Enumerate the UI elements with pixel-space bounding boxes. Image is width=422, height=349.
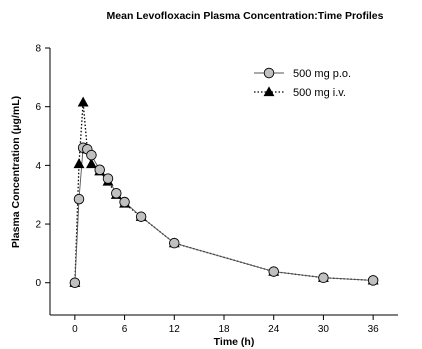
data-point-po <box>86 149 97 161</box>
x-tick-label: 12 <box>169 324 181 335</box>
legend-label: 500 mg p.o. <box>293 68 351 80</box>
y-axis-label: Plasma Concentration (μg/mL) <box>10 96 22 248</box>
data-point-po <box>94 164 105 176</box>
legend-label: 500 mg i.v. <box>293 87 346 99</box>
data-point-po <box>367 275 379 286</box>
data-point-iv <box>85 158 97 169</box>
x-tick-label: 30 <box>318 324 330 335</box>
y-tick-label: 6 <box>35 102 41 113</box>
data-point-po <box>268 266 279 277</box>
series-markers <box>69 96 379 288</box>
legend-item: 500 mg i.v. <box>254 86 346 99</box>
data-point-po <box>111 187 122 199</box>
data-point-iv <box>73 158 85 169</box>
y-tick-label: 8 <box>35 44 41 55</box>
data-point-iv <box>77 96 89 107</box>
data-point-po <box>135 211 147 222</box>
data-point-po <box>73 193 85 205</box>
x-tick-label: 36 <box>368 324 380 335</box>
y-tick-label: 4 <box>35 161 41 172</box>
series-layer <box>69 96 379 288</box>
x-tick-label: 24 <box>268 324 280 335</box>
data-point-po <box>69 277 81 288</box>
y-axis-ticks: 0 2 4 6 8 <box>35 44 50 289</box>
data-point-po <box>318 272 329 283</box>
chart-title: Mean Levofloxacin Plasma Concentration:T… <box>107 10 384 22</box>
y-tick-label: 0 <box>35 278 41 289</box>
legend-marker <box>263 86 275 97</box>
legend-marker <box>263 67 275 79</box>
legend-item: 500 mg p.o. <box>254 67 351 80</box>
x-tick-label: 18 <box>218 324 230 335</box>
x-axis-ticks: 0 6 12 18 24 30 36 <box>72 315 379 335</box>
y-tick-label: 2 <box>35 220 41 231</box>
series-line-po <box>74 147 374 283</box>
x-axis-label: Time (h) <box>214 336 255 348</box>
data-point-po <box>169 237 180 249</box>
data-point-po <box>102 173 114 184</box>
x-tick-label: 6 <box>122 324 128 335</box>
legend: 500 mg p.o. 500 mg i.v. <box>254 67 351 99</box>
data-point-po <box>119 196 130 208</box>
x-tick-label: 0 <box>72 324 78 335</box>
